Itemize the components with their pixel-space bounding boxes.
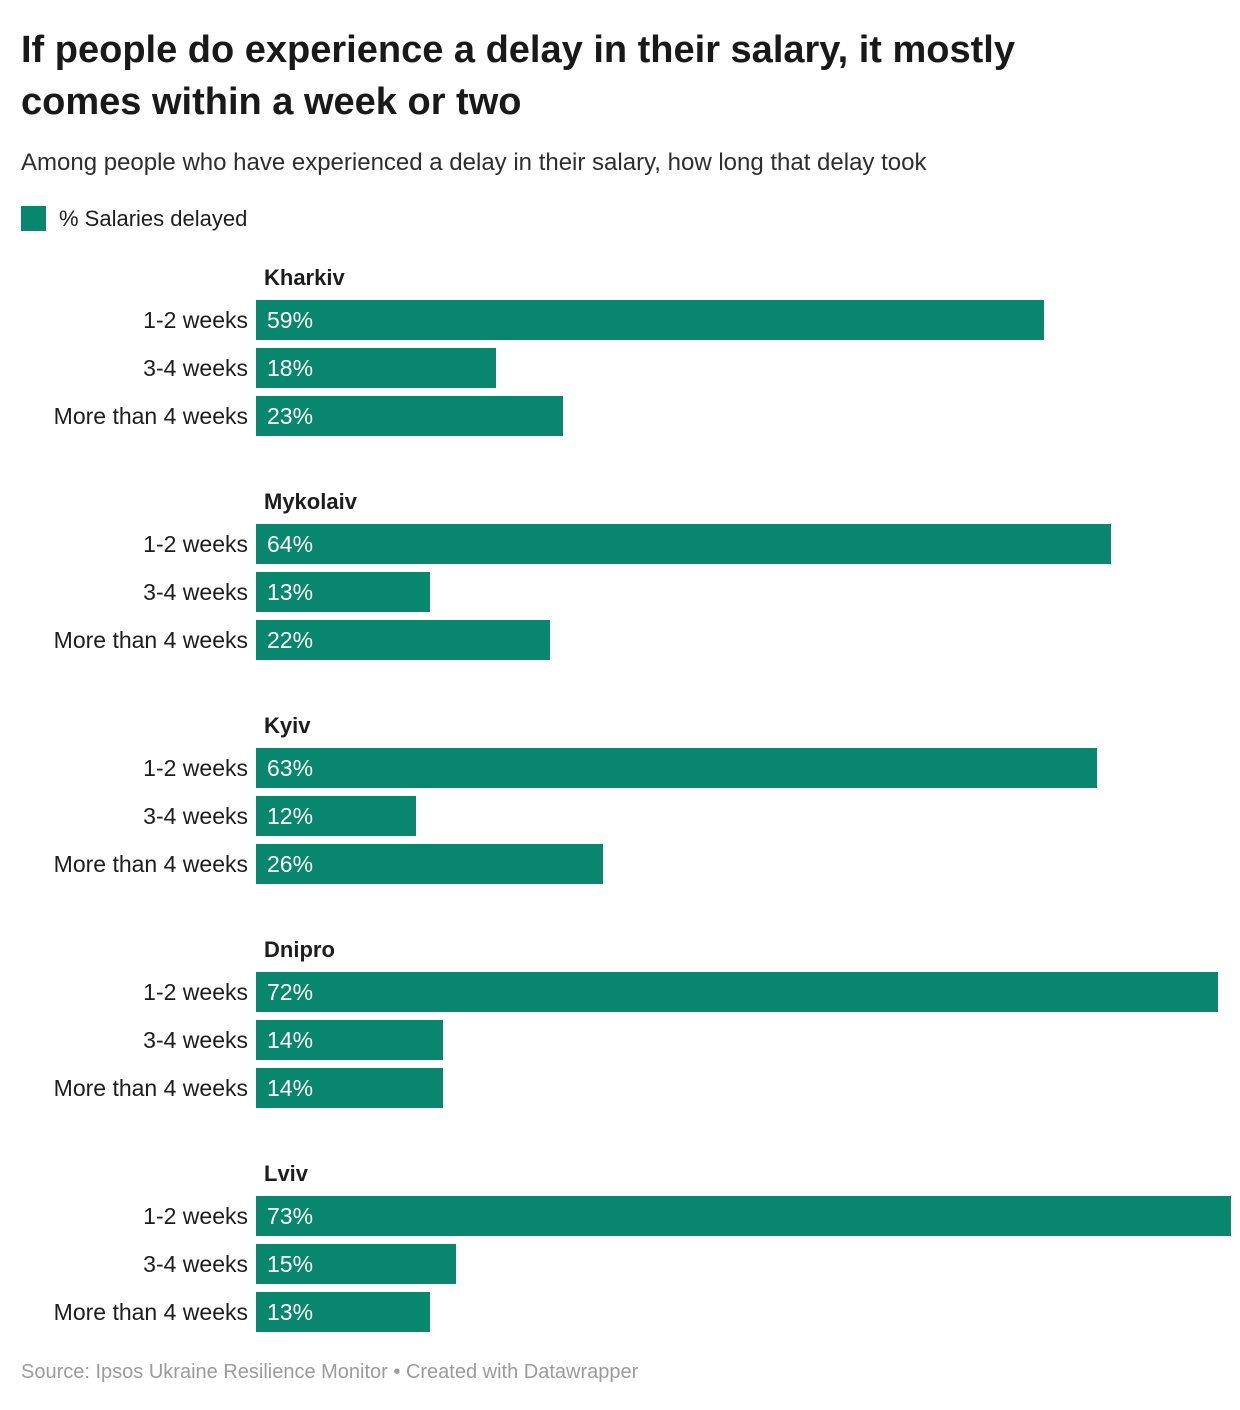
bar-row: 3-4 weeks 14% — [21, 1020, 1218, 1061]
value-label: 23% — [267, 402, 314, 429]
category-label: 1-2 weeks — [143, 978, 248, 1005]
bar-kharkiv-more-than-4-weeks: 23% — [256, 396, 564, 437]
bar-track: 13% — [256, 572, 1231, 613]
category-label: 3-4 weeks — [143, 354, 248, 381]
bar-track: 12% — [256, 796, 1231, 837]
value-label: 73% — [267, 1202, 314, 1229]
value-label: 13% — [267, 578, 314, 605]
bar-lviv-more-than-4-weeks: 13% — [256, 1292, 430, 1333]
bar-track: 59% — [256, 300, 1231, 341]
bar-kharkiv-3-4-weeks: 18% — [256, 348, 497, 389]
bar-track: 63% — [256, 748, 1231, 789]
category-label: 3-4 weeks — [143, 1250, 248, 1277]
bar-group-mykolaiv: Mykolaiv 1-2 weeks 64% 3-4 weeks 13% More tha… — [21, 488, 1218, 661]
value-label: 22% — [267, 626, 314, 653]
legend-swatch-icon — [21, 206, 46, 232]
group-title: Kharkiv — [264, 265, 345, 291]
value-label: 63% — [267, 754, 314, 781]
bar-track: 72% — [256, 972, 1231, 1013]
bar-track: 22% — [256, 620, 1231, 661]
bar-group-dnipro: Dnipro 1-2 weeks 72% 3-4 weeks 14% More than … — [21, 936, 1218, 1109]
bar-track: 13% — [256, 1292, 1231, 1333]
bar-track: 14% — [256, 1020, 1231, 1061]
bar-track: 64% — [256, 524, 1231, 565]
group-title: Dnipro — [264, 937, 335, 963]
value-label: 18% — [267, 354, 314, 381]
legend: % Salaries delayed — [21, 205, 1218, 232]
value-label: 26% — [267, 850, 314, 877]
category-label: 3-4 weeks — [143, 802, 248, 829]
bar-group-kyiv: Kyiv 1-2 weeks 63% 3-4 weeks 12% More than 4 … — [21, 712, 1218, 885]
value-label: 72% — [267, 978, 314, 1005]
value-label: 64% — [267, 530, 314, 557]
bar-row: 3-4 weeks 15% — [21, 1244, 1218, 1285]
category-label: 1-2 weeks — [143, 306, 248, 333]
group-title: Kyiv — [264, 713, 311, 739]
bar-row: 3-4 weeks 12% — [21, 796, 1218, 837]
bar-row: 1-2 weeks 63% — [21, 748, 1218, 789]
category-label: 1-2 weeks — [143, 530, 248, 557]
bar-row: 1-2 weeks 73% — [21, 1196, 1231, 1237]
value-label: 15% — [267, 1250, 314, 1277]
category-label: 3-4 weeks — [143, 1026, 248, 1053]
category-label: 3-4 weeks — [143, 578, 248, 605]
value-label: 13% — [267, 1298, 314, 1325]
bar-dnipro-more-than-4-weeks: 14% — [256, 1068, 443, 1109]
bar-row: More than 4 weeks 14% — [21, 1068, 1218, 1109]
bar-row: 3-4 weeks 13% — [21, 572, 1218, 613]
bar-mykolaiv-more-than-4-weeks: 22% — [256, 620, 550, 661]
category-label: More than 4 weeks — [53, 850, 248, 877]
bar-row: 1-2 weeks 64% — [21, 524, 1218, 565]
bar-row: 1-2 weeks 59% — [21, 300, 1218, 341]
bar-track: 73% — [256, 1196, 1231, 1237]
bar-track: 18% — [256, 348, 1231, 389]
bar-row: More than 4 weeks 13% — [21, 1292, 1218, 1333]
category-label: 1-2 weeks — [143, 754, 248, 781]
bar-mykolaiv-3-4-weeks: 13% — [256, 572, 430, 613]
bar-lviv-3-4-weeks: 15% — [256, 1244, 457, 1285]
value-label: 12% — [267, 802, 314, 829]
bar-row: More than 4 weeks 22% — [21, 620, 1218, 661]
bar-group-lviv: Lviv 1-2 weeks 73% 3-4 weeks 15% More than 4 … — [21, 1160, 1231, 1333]
grouped-bar-chart: Kharkiv 1-2 weeks 59% 3-4 weeks 18% More than… — [21, 264, 1231, 1333]
bar-lviv-1-2-weeks: 73% — [256, 1196, 1231, 1237]
bar-kyiv-1-2-weeks: 63% — [256, 748, 1098, 789]
value-label: 14% — [267, 1074, 314, 1101]
chart-subtitle: Among people who have experienced a dela… — [21, 149, 927, 177]
bar-kyiv-3-4-weeks: 12% — [256, 796, 417, 837]
bar-track: 23% — [256, 396, 1231, 437]
bar-row: 1-2 weeks 72% — [21, 972, 1218, 1013]
source-attribution: Source: Ipsos Ukraine Resilience Monitor… — [21, 1361, 639, 1383]
bar-row: 3-4 weeks 18% — [21, 348, 1218, 389]
bar-dnipro-3-4-weeks: 14% — [256, 1020, 443, 1061]
bar-kyiv-more-than-4-weeks: 26% — [256, 844, 604, 885]
value-label: 59% — [267, 306, 314, 333]
category-label: More than 4 weeks — [53, 402, 248, 429]
category-label: More than 4 weeks — [53, 1074, 248, 1101]
category-label: More than 4 weeks — [53, 626, 248, 653]
group-title: Mykolaiv — [264, 489, 357, 515]
bar-kharkiv-1-2-weeks: 59% — [256, 300, 1044, 341]
bar-track: 15% — [256, 1244, 1231, 1285]
category-label: More than 4 weeks — [53, 1298, 248, 1325]
chart-title: If people do experience a delay in their… — [21, 29, 1015, 124]
bar-row: More than 4 weeks 23% — [21, 396, 1218, 437]
group-title: Lviv — [264, 1161, 309, 1187]
legend-label: % Salaries delayed — [59, 205, 248, 231]
value-label: 14% — [267, 1026, 314, 1053]
bar-group-kharkiv: Kharkiv 1-2 weeks 59% 3-4 weeks 18% More than… — [21, 264, 1218, 437]
bar-dnipro-1-2-weeks: 72% — [256, 972, 1218, 1013]
bar-row: More than 4 weeks 26% — [21, 844, 1218, 885]
bar-mykolaiv-1-2-weeks: 64% — [256, 524, 1111, 565]
bar-track: 14% — [256, 1068, 1231, 1109]
category-label: 1-2 weeks — [143, 1202, 248, 1229]
bar-track: 26% — [256, 844, 1231, 885]
